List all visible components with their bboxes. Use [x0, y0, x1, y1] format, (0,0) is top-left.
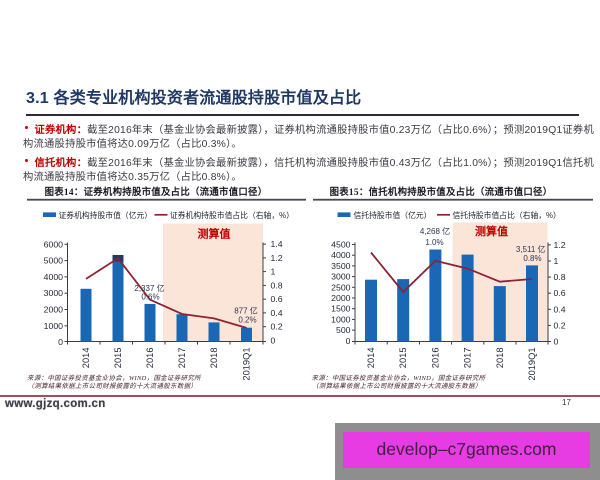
svg-text:1500: 1500	[331, 304, 350, 314]
svg-text:1.4: 1.4	[271, 239, 283, 249]
svg-text:0.6: 0.6	[554, 288, 566, 298]
svg-text:5000: 5000	[44, 256, 63, 266]
svg-text:2000: 2000	[331, 293, 350, 303]
svg-text:2019Q1: 2019Q1	[242, 348, 252, 381]
svg-text:0.4: 0.4	[554, 304, 566, 314]
svg-text:1.0%: 1.0%	[425, 238, 443, 247]
svg-text:0.6%: 0.6%	[141, 293, 159, 302]
svg-text:2015: 2015	[113, 348, 123, 369]
svg-text:6000: 6000	[44, 239, 63, 249]
svg-text:3000: 3000	[331, 272, 350, 282]
svg-text:0: 0	[271, 335, 276, 345]
svg-text:4,268 亿: 4,268 亿	[420, 226, 450, 236]
svg-text:0.8: 0.8	[271, 280, 283, 290]
svg-text:2019Q1: 2019Q1	[527, 348, 537, 381]
svg-text:1.2: 1.2	[554, 240, 566, 250]
svg-text:测算值: 测算值	[475, 224, 508, 238]
svg-text:1: 1	[271, 267, 276, 277]
svg-text:1: 1	[554, 256, 559, 266]
svg-text:0.2: 0.2	[554, 320, 566, 330]
svg-text:3,511 亿: 3,511 亿	[516, 244, 546, 254]
svg-text:2014: 2014	[81, 348, 91, 369]
svg-text:2017: 2017	[177, 348, 187, 369]
svg-text:信托持股市值（亿元）: 信托持股市值（亿元）	[354, 210, 432, 220]
svg-text:4000: 4000	[44, 272, 63, 282]
svg-text:0.4: 0.4	[271, 308, 283, 318]
svg-text:2018: 2018	[495, 348, 505, 369]
svg-text:2,337 亿: 2,337 亿	[134, 283, 164, 293]
svg-text:信托持股市值占比（右轴，%）: 信托持股市值占比（右轴，%）	[453, 210, 561, 220]
svg-text:0: 0	[346, 336, 351, 346]
svg-text:证券机构持股市值（亿元）: 证券机构持股市值（亿元）	[59, 210, 153, 220]
svg-text:4000: 4000	[331, 250, 350, 260]
svg-text:证券机构持股市值占比（右轴，%）: 证券机构持股市值占比（右轴，%）	[170, 210, 294, 220]
svg-text:2000: 2000	[44, 305, 63, 315]
svg-text:3000: 3000	[44, 288, 63, 298]
svg-text:（测算结果依据上市公司财报披露的十大流通股东数据）: （测算结果依据上市公司财报披露的十大流通股东数据）	[312, 382, 482, 390]
svg-text:1.2: 1.2	[271, 253, 283, 263]
svg-text:图表15：信托机构持股市值及占比（流通市值口径）: 图表15：信托机构持股市值及占比（流通市值口径）	[330, 186, 553, 198]
svg-text:500: 500	[336, 325, 351, 335]
svg-text:2500: 2500	[331, 282, 350, 292]
svg-text:（测算结果依据上市公司财报披露的十大流通股东数据）: （测算结果依据上市公司财报披露的十大流通股东数据）	[28, 382, 198, 390]
svg-text:877 亿: 877 亿	[234, 306, 258, 316]
svg-text:1000: 1000	[44, 321, 63, 331]
svg-text:3500: 3500	[331, 261, 350, 271]
svg-text:测算值: 测算值	[198, 227, 231, 241]
svg-text:2016: 2016	[430, 348, 440, 369]
svg-text:0.2: 0.2	[271, 322, 283, 332]
svg-text:0: 0	[554, 337, 559, 347]
svg-text:2016: 2016	[145, 348, 155, 369]
svg-text:2017: 2017	[463, 348, 473, 369]
svg-text:0.8%: 0.8%	[523, 254, 541, 263]
svg-text:0.6: 0.6	[271, 294, 283, 304]
svg-text:来源：中国证券投资基金业协会，WIND，国金证券研究所: 来源：中国证券投资基金业协会，WIND，国金证券研究所	[312, 374, 487, 382]
svg-text:2014: 2014	[366, 348, 376, 369]
svg-text:1000: 1000	[331, 314, 350, 324]
svg-text:2015: 2015	[398, 348, 408, 369]
svg-text:来源：中国证券投资基金业协会，WIND，国金证券研究所: 来源：中国证券投资基金业协会，WIND，国金证券研究所	[27, 374, 202, 382]
svg-text:0: 0	[58, 337, 63, 347]
svg-text:2018: 2018	[209, 348, 219, 369]
svg-text:4500: 4500	[331, 240, 350, 250]
svg-text:0.2%: 0.2%	[238, 316, 256, 325]
svg-text:图表14：证券机构持股市值及占比（流通市值口径）: 图表14：证券机构持股市值及占比（流通市值口径）	[45, 186, 268, 198]
svg-text:0.8: 0.8	[554, 272, 566, 282]
